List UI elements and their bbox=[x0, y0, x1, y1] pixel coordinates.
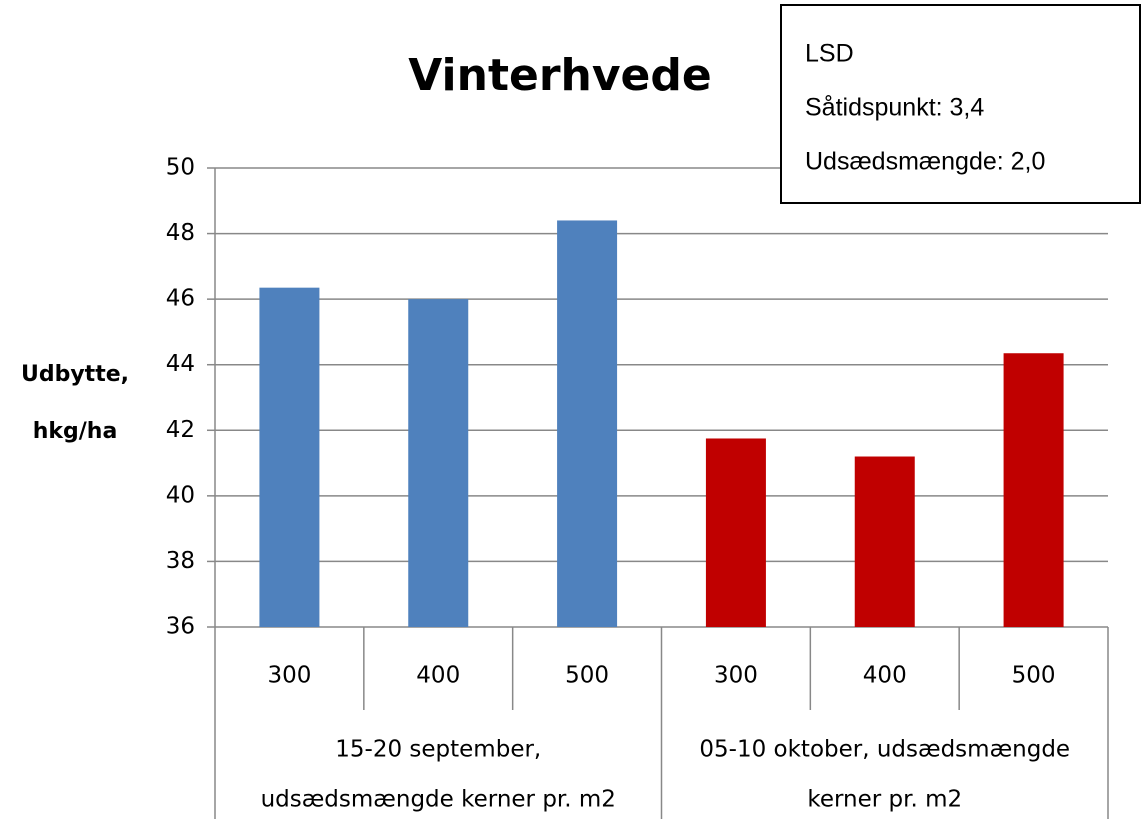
group-label: udsædsmængde kerner pr. m2 bbox=[261, 787, 616, 813]
x-tick-label: 300 bbox=[267, 663, 311, 689]
y-tick-label: 38 bbox=[166, 548, 195, 574]
annotation-text: Såtidspunkt: 3,4 bbox=[805, 94, 984, 122]
bar bbox=[1003, 353, 1064, 627]
bar bbox=[705, 438, 766, 627]
x-tick-label: 500 bbox=[1012, 663, 1056, 689]
annotation-text: LSD bbox=[805, 40, 854, 68]
x-tick-label: 300 bbox=[714, 663, 758, 689]
bar bbox=[408, 299, 469, 627]
x-tick-label: 500 bbox=[565, 663, 609, 689]
group-label: 05-10 oktober, udsædsmængde bbox=[699, 737, 1070, 763]
y-axis-label: hkg/ha bbox=[33, 419, 118, 444]
y-tick-label: 48 bbox=[166, 220, 195, 246]
group-label: 15-20 september, bbox=[335, 737, 541, 763]
x-tick-label: 400 bbox=[863, 663, 907, 689]
annotation-text: Udsædsmængde: 2,0 bbox=[805, 148, 1045, 176]
x-tick-label: 400 bbox=[416, 663, 460, 689]
y-tick-label: 36 bbox=[166, 614, 195, 640]
y-tick-label: 40 bbox=[166, 482, 195, 508]
y-tick-label: 46 bbox=[166, 286, 195, 312]
y-tick-label: 44 bbox=[166, 351, 195, 377]
y-tick-label: 42 bbox=[166, 417, 195, 443]
bar bbox=[557, 220, 618, 627]
bar bbox=[259, 287, 320, 627]
bar bbox=[854, 456, 915, 627]
chart-title: Vinterhvede bbox=[408, 50, 711, 101]
y-tick-label: 50 bbox=[166, 155, 195, 181]
group-label: kerner pr. m2 bbox=[807, 787, 962, 813]
annotation-box bbox=[780, 4, 1141, 204]
y-axis-label: Udbytte, bbox=[21, 362, 129, 387]
